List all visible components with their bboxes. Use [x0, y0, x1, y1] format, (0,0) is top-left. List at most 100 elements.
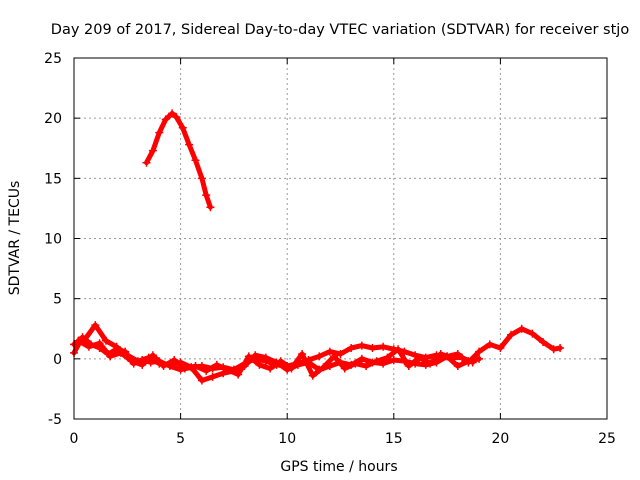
- axis-ticks: 0 5 10 15 20 25 -5 0 5 10 15 20 25: [44, 51, 616, 447]
- data-point: [447, 353, 456, 362]
- data-point: [379, 342, 388, 351]
- data-point: [101, 336, 110, 345]
- x-tick-label: 0: [70, 431, 79, 447]
- y-tick-label: 25: [44, 51, 62, 67]
- data-point: [458, 353, 467, 362]
- data-point: [298, 350, 307, 359]
- data-point: [415, 353, 424, 362]
- data-point: [191, 156, 200, 165]
- data-point: [219, 369, 228, 378]
- data-point: [95, 339, 104, 348]
- data-point: [142, 158, 151, 167]
- data-point: [178, 123, 187, 132]
- series-track-c: [74, 336, 477, 380]
- data-point: [212, 360, 221, 369]
- data-point: [507, 330, 516, 339]
- data-point: [74, 336, 83, 345]
- data-point: [234, 370, 243, 379]
- data-point: [351, 359, 360, 368]
- x-tick-label: 20: [491, 431, 509, 447]
- x-tick-label: 5: [176, 431, 185, 447]
- data-point: [191, 362, 200, 371]
- data-point: [325, 347, 334, 356]
- data-point: [159, 362, 168, 371]
- data-point: [244, 352, 253, 361]
- x-tick-label: 15: [385, 431, 403, 447]
- data-point: [330, 352, 339, 361]
- y-axis-label: SDTVAR / TECUs: [7, 181, 23, 296]
- data-point: [78, 333, 87, 342]
- series-line: [75, 338, 476, 379]
- data-point: [251, 351, 260, 360]
- data-point: [485, 340, 494, 349]
- data-point: [287, 364, 296, 373]
- data-point: [347, 344, 356, 353]
- y-tick-label: 15: [44, 171, 62, 187]
- data-point: [84, 342, 93, 351]
- series-upper-arc: [142, 109, 215, 212]
- y-tick-label: 10: [44, 232, 62, 248]
- data-point: [496, 344, 505, 353]
- x-tick-label: 10: [278, 431, 296, 447]
- data-point: [556, 344, 565, 353]
- chart-title: Day 209 of 2017, Sidereal Day-to-day VTE…: [51, 22, 630, 38]
- y-tick-label: 5: [53, 292, 62, 308]
- data-point: [197, 376, 206, 385]
- data-point: [475, 347, 484, 356]
- x-tick-label: 25: [598, 431, 616, 447]
- data-point: [116, 348, 125, 357]
- data-point: [340, 364, 349, 373]
- data-point: [394, 345, 403, 354]
- data-point: [223, 365, 232, 374]
- data-points: [70, 109, 565, 385]
- data-point: [206, 203, 215, 212]
- data-point: [315, 352, 324, 361]
- data-point: [468, 358, 477, 367]
- data-point: [528, 329, 537, 338]
- data-point: [475, 354, 484, 363]
- data-point: [517, 324, 526, 333]
- x-axis-label: GPS time / hours: [280, 459, 397, 475]
- data-point: [261, 353, 270, 362]
- data-point: [197, 174, 206, 183]
- data-point: [106, 352, 115, 361]
- data-point: [539, 337, 548, 346]
- y-tick-label: -5: [48, 412, 62, 428]
- data-point: [202, 366, 211, 375]
- series-line: [144, 110, 213, 210]
- data-point: [170, 356, 179, 365]
- data-point: [549, 345, 558, 354]
- data-point: [91, 321, 100, 330]
- data-point: [266, 364, 275, 373]
- data-point: [168, 109, 177, 118]
- data-point: [336, 350, 345, 359]
- data-point: [185, 140, 194, 149]
- data-point: [372, 357, 381, 366]
- data-point: [255, 360, 264, 369]
- data-point: [426, 359, 435, 368]
- data-point: [172, 112, 181, 121]
- data-point: [436, 350, 445, 359]
- data-point: [127, 357, 136, 366]
- data-point: [368, 344, 377, 353]
- data-point: [161, 115, 170, 124]
- data-point: [148, 351, 157, 360]
- data-point: [155, 128, 164, 137]
- y-tick-label: 0: [53, 352, 62, 368]
- data-point: [357, 354, 366, 363]
- data-point: [208, 372, 217, 381]
- data-point: [202, 191, 211, 200]
- data-point: [357, 341, 366, 350]
- data-point: [180, 364, 189, 373]
- data-point: [319, 363, 328, 372]
- data-point: [389, 356, 398, 365]
- data-point: [138, 360, 147, 369]
- data-point: [404, 362, 413, 371]
- data-point: [148, 146, 157, 155]
- y-tick-label: 20: [44, 111, 62, 127]
- data-point: [453, 362, 462, 371]
- data-point: [308, 371, 317, 380]
- data-point: [383, 353, 392, 362]
- data-point: [276, 357, 285, 366]
